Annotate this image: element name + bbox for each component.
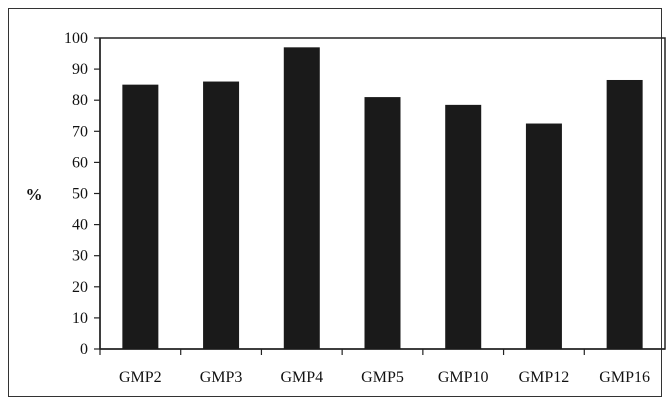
- x-tick-label-gmp16: GMP16: [599, 369, 650, 386]
- x-tick-label-gmp12: GMP12: [519, 369, 570, 386]
- bar-gmp4: [283, 47, 320, 350]
- y-tick-label: 10: [72, 310, 88, 327]
- x-tick-label-gmp5: GMP5: [361, 369, 404, 386]
- y-tick-label: 80: [72, 92, 88, 109]
- bar-gmp5: [364, 97, 401, 349]
- y-tick-label: 40: [72, 217, 88, 234]
- bars: [122, 47, 643, 350]
- x-tick-label-gmp2: GMP2: [119, 369, 162, 386]
- bar-gmp16: [606, 79, 643, 350]
- y-ticks: 0 10 20 30 40 50 60 70 80 90 100: [64, 30, 100, 358]
- x-tick-label-gmp10: GMP10: [438, 369, 489, 386]
- x-tick-label-gmp3: GMP3: [200, 369, 243, 386]
- bar-gmp3: [203, 81, 240, 349]
- y-tick-label: 100: [64, 30, 88, 47]
- y-tick-label: 60: [72, 154, 88, 171]
- y-axis-label: %: [26, 185, 43, 204]
- bar-gmp10: [445, 104, 482, 350]
- x-tick-label-gmp4: GMP4: [280, 369, 323, 386]
- y-tick-label: 0: [80, 341, 88, 358]
- y-tick-label: 70: [72, 123, 88, 140]
- bar-gmp2: [122, 84, 159, 350]
- y-tick-label: 30: [72, 248, 88, 265]
- y-tick-label: 20: [72, 279, 88, 296]
- x-tick-labels: GMP2 GMP3 GMP4 GMP5 GMP10 GMP12 GMP16: [99, 349, 650, 386]
- y-tick-label: 90: [72, 61, 88, 78]
- y-tick-label: 50: [72, 186, 88, 203]
- bar-gmp12: [525, 123, 562, 350]
